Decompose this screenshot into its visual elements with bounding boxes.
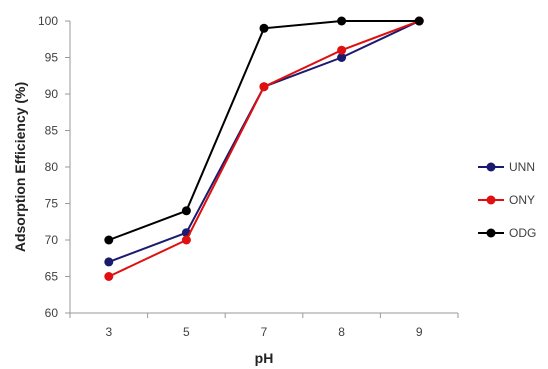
- data-point-unn: [104, 257, 114, 267]
- series-unn: [104, 16, 424, 267]
- legend-item-odg: ODG: [478, 226, 536, 240]
- data-point-unn: [337, 53, 347, 62]
- data-point-odg: [104, 235, 114, 245]
- x-tick-label: 7: [261, 325, 268, 339]
- x-tick-labels: 3 5 7 8 9: [69, 313, 459, 339]
- x-axis-title: pH: [255, 350, 274, 366]
- data-point-odg: [414, 16, 424, 26]
- legend-label: UNN: [509, 160, 535, 174]
- y-tick-label: 90: [45, 87, 59, 101]
- y-tick-label: 60: [45, 306, 59, 320]
- legend-marker: [486, 228, 496, 238]
- x-tick-label: 8: [338, 325, 345, 339]
- series-line-ony: [108, 20, 420, 278]
- legend-label: ONY: [509, 193, 535, 207]
- y-tick-label: 80: [45, 160, 59, 174]
- legend-item-unn: UNN: [478, 160, 535, 174]
- legend-marker: [486, 195, 496, 205]
- x-tick-label: 3: [105, 325, 112, 339]
- data-point-ony: [181, 235, 191, 245]
- series-ony: [104, 16, 424, 281]
- x-tick-label: 9: [416, 325, 423, 339]
- y-tick-labels: 60 65 70 75 80 85 90 95 100: [38, 14, 70, 320]
- y-tick-label: 75: [45, 197, 59, 211]
- series-layer: [104, 16, 424, 281]
- y-tick-label: 85: [45, 124, 59, 138]
- axes-layer: [69, 21, 458, 314]
- data-point-ony: [337, 45, 347, 55]
- data-point-ony: [259, 82, 269, 92]
- series-line-odg: [108, 20, 420, 241]
- series-odg: [104, 16, 424, 245]
- data-point-odg: [181, 206, 191, 216]
- data-point-odg: [259, 23, 269, 33]
- y-axis-title: Adsorption Efficiency (%): [12, 82, 28, 252]
- legend: UNN ONY ODG: [478, 160, 536, 240]
- data-point-odg: [337, 16, 347, 26]
- legend-item-ony: ONY: [478, 193, 535, 207]
- y-tick-label: 95: [45, 51, 59, 65]
- series-line-unn: [108, 20, 420, 263]
- y-tick-label: 100: [38, 14, 58, 28]
- data-point-ony: [104, 272, 114, 281]
- x-tick-label: 5: [183, 325, 190, 339]
- y-tick-label: 65: [45, 270, 59, 284]
- legend-label: ODG: [509, 226, 536, 240]
- legend-marker: [486, 162, 496, 172]
- y-tick-label: 70: [45, 233, 59, 247]
